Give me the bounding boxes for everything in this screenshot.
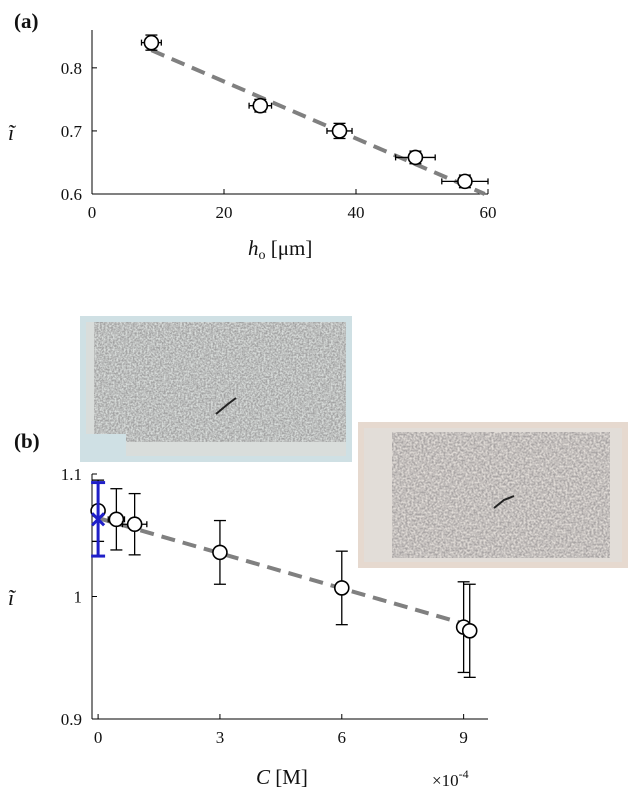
inset-photo-left-texture — [86, 322, 346, 456]
pb-point-marker — [461, 622, 478, 639]
pb-ytick-label: 0.9 — [61, 710, 82, 729]
pa-point-marker — [457, 173, 473, 190]
pb-point-marker — [212, 544, 228, 561]
panel-a-x-label-unit: [μm] — [266, 236, 313, 260]
pa-xtick-label: 0 — [88, 203, 97, 222]
pb-point-marker — [333, 580, 350, 596]
pa-point-marker — [143, 34, 160, 51]
panel-a: (a) 0 20 40 60 0.6 0.7 0.8 ĩ ho [μm] — [8, 9, 497, 263]
panel-a-label: (a) — [14, 9, 39, 33]
pb-point-marker — [108, 511, 125, 528]
panel-a-x-label: ho [μm] — [248, 236, 312, 263]
panel-a-x-label-symbol: h — [248, 236, 259, 260]
panel-b-x-label: C [M] — [256, 765, 308, 789]
pa-point-marker — [252, 97, 269, 114]
panel-b-label: (b) — [14, 429, 40, 453]
pa-point-marker — [407, 149, 424, 166]
panel-b-x-label-unit: [M] — [270, 765, 308, 789]
panel-b-y-label: ĩ — [8, 585, 17, 610]
pa-ytick-label: 0.6 — [61, 185, 82, 204]
inset-photo-right — [358, 422, 628, 568]
panel-a-ticks: 0 20 40 60 0.6 0.7 0.8 — [61, 59, 497, 222]
pa-xtick-label: 60 — [480, 203, 497, 222]
panel-b-ticks: 0 3 6 9 0.9 1 1.1 — [61, 465, 468, 747]
pa-xtick-label: 20 — [216, 203, 233, 222]
pa-point-marker — [331, 123, 348, 139]
inset-photo-left — [80, 316, 352, 462]
panel-a-y-label: ĩ — [8, 120, 17, 145]
panel-b-x-multiplier-base: ×10 — [432, 771, 459, 790]
panel-a-fit-line — [150, 48, 486, 196]
panel-a-points — [140, 34, 489, 190]
pa-xtick-label: 40 — [348, 203, 365, 222]
pa-ytick-label: 0.8 — [61, 59, 82, 78]
pb-xtick-label: 9 — [459, 728, 468, 747]
pb-ytick-label: 1 — [74, 588, 83, 607]
pb-cross-marker — [91, 512, 106, 527]
pb-xtick-label: 0 — [94, 728, 103, 747]
panel-b-x-label-symbol: C — [256, 765, 271, 789]
pb-point-marker — [126, 516, 143, 533]
panel-b-points — [90, 479, 478, 678]
panel-b: (b) 0 3 6 9 0.9 1 1.1 ĩ C [M] ×10-4 — [8, 429, 488, 790]
panel-a-x-label-subscript: o — [259, 248, 266, 263]
pb-xtick-label: 3 — [216, 728, 225, 747]
pa-ytick-label: 0.7 — [61, 122, 83, 141]
inset-photo-right-texture — [364, 428, 622, 562]
pb-ytick-label: 1.1 — [61, 465, 82, 484]
panel-b-x-multiplier: ×10-4 — [432, 767, 469, 790]
panel-b-x-multiplier-exponent: -4 — [459, 767, 469, 781]
pb-xtick-label: 6 — [338, 728, 347, 747]
